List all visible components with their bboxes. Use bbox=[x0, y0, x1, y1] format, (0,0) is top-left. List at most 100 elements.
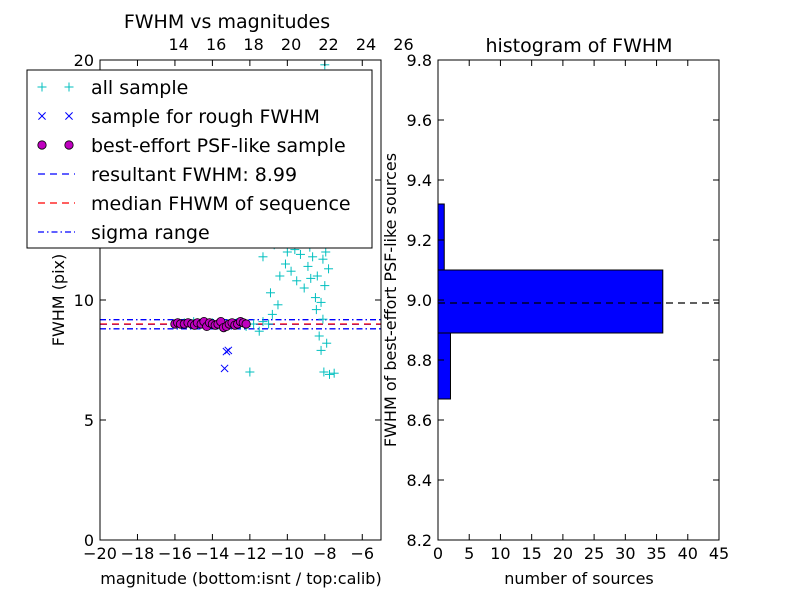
point-s0-64 bbox=[324, 264, 334, 274]
legend-marker-1b-b bbox=[65, 112, 73, 120]
histogram-bar-0 bbox=[438, 332, 451, 400]
y-tick-label-2: 10 bbox=[74, 291, 94, 310]
point-s1-0-b bbox=[220, 364, 229, 373]
legend-label-4: median FHWM of sequence bbox=[91, 193, 351, 215]
point-s1-2-b bbox=[224, 346, 233, 355]
point-s1-2 bbox=[224, 346, 233, 355]
hist-y-tick-label-4: 9.0 bbox=[407, 291, 432, 310]
hist-x-tick-label-0: 0 bbox=[433, 544, 443, 563]
legend-label-1: sample for rough FWHM bbox=[91, 106, 320, 128]
point-s0-67 bbox=[329, 368, 339, 378]
legend-entry-3: resultant FWHM: 8.99 bbox=[38, 164, 297, 186]
point-s0-35 bbox=[292, 276, 302, 286]
y-tick-label-0: 0 bbox=[84, 531, 94, 550]
point-s0-58 bbox=[318, 314, 328, 324]
histogram-bar-1 bbox=[438, 269, 664, 334]
scatter-x-axis-label: magnitude (bottom:isnt / top:calib) bbox=[100, 569, 381, 588]
legend-marker-2a bbox=[37, 140, 47, 150]
x-tick-label-0: −20 bbox=[83, 544, 117, 563]
histogram-bar-2 bbox=[438, 203, 445, 271]
point-s0-18 bbox=[254, 326, 264, 336]
top-tick-label-4: 22 bbox=[318, 35, 338, 54]
histogram-x-axis-label: number of sources bbox=[504, 569, 654, 588]
histogram-bars bbox=[438, 203, 664, 400]
top-tick-label-6: 26 bbox=[393, 35, 413, 54]
point-s0-69 bbox=[318, 254, 328, 264]
legend-entry-4: median FHWM of sequence bbox=[38, 193, 351, 215]
scatter-title: FWHM vs magnitudes bbox=[124, 11, 330, 33]
point-s0-39 bbox=[299, 283, 309, 293]
x-tick-label-2: −16 bbox=[158, 544, 192, 563]
point-s0-65 bbox=[324, 369, 334, 379]
point-s2-24 bbox=[241, 319, 251, 329]
point-s0-42 bbox=[303, 261, 313, 271]
top-tick-label-1: 16 bbox=[206, 35, 226, 54]
legend-label-0: all sample bbox=[91, 77, 188, 99]
legend-label-2: best-effort PSF-like sample bbox=[91, 135, 346, 157]
legend-marker-2b-dot bbox=[64, 140, 74, 150]
point-s0-26 bbox=[275, 271, 285, 281]
hist-x-tick-label-3: 15 bbox=[521, 544, 541, 563]
hist-x-tick-label-1: 5 bbox=[464, 544, 474, 563]
hist-y-tick-label-5: 9.2 bbox=[407, 231, 432, 250]
legend: all sample sample for rough FWHM best-effo… bbox=[26, 69, 373, 249]
legend-marker-0b bbox=[64, 82, 74, 92]
legend-marker-2a-dot bbox=[37, 140, 47, 150]
hist-y-tick-label-8: 9.8 bbox=[407, 51, 432, 70]
top-tick-label-2: 18 bbox=[243, 35, 263, 54]
hist-y-tick-label-7: 9.6 bbox=[407, 111, 432, 130]
x-tick-label-1: −18 bbox=[121, 544, 155, 563]
histogram-title: histogram of FWHM bbox=[485, 35, 672, 57]
hist-y-tick-label-2: 8.6 bbox=[407, 411, 432, 430]
histogram-y-axis-label: FWHM of best-effort PSF-like sources bbox=[381, 153, 400, 447]
point-s0-61 bbox=[321, 247, 331, 257]
point-s0-22 bbox=[265, 288, 275, 298]
point-s0-68 bbox=[316, 297, 326, 307]
legend-entry-1: sample for rough FWHM bbox=[38, 106, 320, 128]
scatter-y-axis-label: FWHM (pix) bbox=[49, 254, 68, 347]
point-s2-24-dot bbox=[241, 319, 251, 329]
point-s0-51 bbox=[311, 305, 321, 315]
hist-x-tick-label-9: 45 bbox=[709, 544, 729, 563]
legend-marker-1b bbox=[65, 112, 73, 120]
hist-y-tick-label-6: 9.4 bbox=[407, 171, 432, 190]
point-s0-20 bbox=[258, 252, 268, 262]
legend-entry-0: all sample bbox=[37, 77, 188, 99]
point-s0-25 bbox=[273, 300, 283, 310]
legend-label-5: sigma range bbox=[91, 222, 210, 244]
x-tick-label-7: −6 bbox=[350, 544, 374, 563]
point-s0-23 bbox=[267, 309, 277, 319]
point-s0-29 bbox=[280, 259, 290, 269]
point-s0-60 bbox=[320, 281, 330, 291]
hist-x-tick-label-5: 25 bbox=[584, 544, 604, 563]
legend-box bbox=[26, 69, 373, 249]
point-s0-16 bbox=[245, 367, 255, 377]
x-tick-label-4: −12 bbox=[233, 544, 267, 563]
legend-marker-1a-b bbox=[38, 112, 46, 120]
hist-y-tick-label-3: 8.8 bbox=[407, 351, 432, 370]
histogram-panel: 0 5 10 15 20 25 30 35 40 45 8.2 8.4 8.6 8.8 9.0 9.2 9.4 9… bbox=[381, 35, 729, 588]
point-s0-56 bbox=[316, 345, 326, 355]
point-s0-37 bbox=[295, 249, 305, 259]
point-s0-50 bbox=[310, 293, 320, 303]
point-s0-62 bbox=[322, 338, 332, 348]
hist-y-tick-label-0: 8.2 bbox=[407, 531, 432, 550]
point-s0-59 bbox=[319, 367, 329, 377]
legend-marker-1a bbox=[38, 112, 46, 120]
scatter-panel: −20 −18 −16 −14 −12 −10 −8 −6 0 5 10 20 14 16 18 20 22 24… bbox=[49, 11, 414, 588]
top-tick-label-5: 24 bbox=[356, 35, 376, 54]
legend-marker-0a bbox=[37, 82, 47, 92]
x-tick-label-5: −10 bbox=[270, 544, 304, 563]
hist-x-tick-label-2: 10 bbox=[490, 544, 510, 563]
x-tick-label-6: −8 bbox=[313, 544, 337, 563]
y-tick-label-4: 20 bbox=[74, 51, 94, 70]
point-s0-30 bbox=[282, 247, 292, 257]
point-s0-45 bbox=[306, 273, 316, 283]
top-tick-label-3: 20 bbox=[281, 35, 301, 54]
legend-entry-2: best-effort PSF-like sample bbox=[37, 135, 346, 157]
legend-entry-5: sigma range bbox=[38, 222, 210, 244]
legend-marker-2b bbox=[64, 140, 74, 150]
hist-y-tick-label-1: 8.4 bbox=[407, 471, 432, 490]
hist-x-tick-label-8: 40 bbox=[678, 544, 698, 563]
